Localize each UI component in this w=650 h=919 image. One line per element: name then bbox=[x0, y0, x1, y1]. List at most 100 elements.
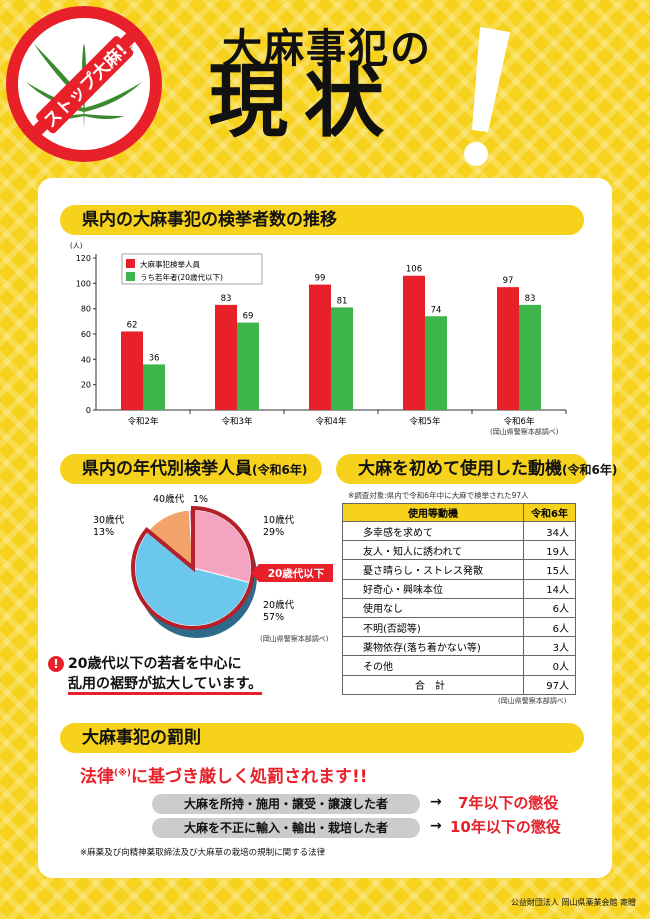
pie-pct: 57% bbox=[263, 612, 284, 623]
motive-label: 好奇心・興味本位 bbox=[342, 578, 524, 599]
table-row: 友人・知人に誘われて 19人 bbox=[342, 540, 576, 561]
bar-youth bbox=[425, 316, 447, 410]
motive-label: 薬物依存(落ち着かない等) bbox=[342, 636, 524, 657]
bar-value-label: 97 bbox=[503, 276, 514, 286]
bar-value-label: 74 bbox=[431, 305, 442, 315]
y-tick-label: 120 bbox=[76, 254, 91, 263]
legend-label: うち若年者(20歳代以下) bbox=[140, 272, 223, 282]
motive-label: 友人・知人に誘われて bbox=[342, 540, 524, 561]
bar-value-label: 81 bbox=[337, 296, 348, 306]
motive-table: 使用等動機 令和6年 多幸感を求めて 34人 友人・知人に誘われて 19人 憂さ晴らし・… bbox=[342, 503, 576, 695]
table-row: 使用なし 6人 bbox=[342, 597, 576, 618]
pie-slice bbox=[192, 509, 252, 584]
motive-count: 19人 bbox=[523, 540, 576, 561]
pie-slice bbox=[134, 530, 250, 627]
x-tick-label: 令和4年 bbox=[316, 416, 347, 427]
bar-value-label: 36 bbox=[149, 353, 160, 363]
section-title-penalties: 大麻事犯の罰則 bbox=[60, 723, 584, 753]
pie-label: 10歳代 bbox=[263, 514, 295, 526]
table-row: 憂さ晴らし・ストレス発散 15人 bbox=[342, 559, 576, 580]
bar-value-label: 83 bbox=[221, 294, 232, 304]
table-header-motive: 使用等動機 bbox=[342, 503, 524, 522]
x-tick-label: 令和5年 bbox=[410, 416, 441, 427]
pie-label: 40歳代 bbox=[153, 493, 185, 505]
bar-youth bbox=[331, 307, 353, 410]
bar-value-label: 99 bbox=[315, 274, 326, 284]
pie-chart-source: (岡山県警察本部調べ) bbox=[260, 635, 329, 643]
survey-note: ※調査対象:県内で令和6年中に大麻で検挙された97人 bbox=[348, 491, 529, 500]
table-row: 好奇心・興味本位 14人 bbox=[342, 578, 576, 599]
bar-total bbox=[309, 284, 331, 410]
motive-count: 6人 bbox=[523, 616, 576, 638]
total-value: 97人 bbox=[523, 674, 576, 695]
x-tick-label: 令和3年 bbox=[222, 416, 253, 427]
table-header-year: 令和6年 bbox=[523, 503, 576, 522]
pie-label: 20歳代 bbox=[263, 599, 295, 611]
legend-swatch bbox=[126, 272, 135, 281]
table-header-row: 使用等動機 令和6年 bbox=[342, 503, 576, 522]
y-tick-label: 60 bbox=[81, 330, 91, 339]
stop-cannabis-badge: ストップ大麻! bbox=[6, 6, 162, 162]
bar-value-label: 69 bbox=[243, 312, 254, 322]
legend-swatch bbox=[126, 259, 135, 268]
section-title-first-use-motive: 大麻を初めて使用した動機(令和6年) bbox=[336, 454, 617, 484]
callout-line1: 20歳代以下の若者を中心に bbox=[68, 656, 242, 672]
penalty-act-1: 大麻を所持・施用・譲受・譲渡した者 bbox=[152, 794, 420, 814]
highlight-tag bbox=[259, 564, 333, 582]
motive-label: その他 bbox=[342, 655, 524, 676]
motive-count: 34人 bbox=[523, 520, 576, 542]
bar-youth bbox=[143, 364, 165, 410]
y-tick-label: 0 bbox=[86, 406, 91, 415]
motive-count: 6人 bbox=[523, 597, 576, 618]
page-title-small: 大麻事犯の bbox=[222, 26, 432, 72]
y-tick-label: 40 bbox=[81, 355, 91, 364]
motive-count: 3人 bbox=[523, 636, 576, 657]
pie-pct: 1% bbox=[193, 494, 208, 505]
section2-title-sub: (令和6年) bbox=[252, 463, 308, 477]
header: ストップ大麻! 大麻事犯の 現状 bbox=[0, 0, 650, 175]
page-title-big: 現状 bbox=[208, 55, 400, 148]
bar-chart-source: (岡山県警察本部調べ) bbox=[490, 428, 559, 436]
pie-highlight-outline bbox=[131, 505, 255, 630]
y-tick-label: 80 bbox=[81, 305, 91, 314]
bar-youth bbox=[519, 304, 541, 410]
bar-value-label: 83 bbox=[525, 294, 536, 304]
pie-pct: 29% bbox=[263, 527, 284, 538]
credit-text: 公益財団法人 岡山県薬業会館 寄贈 bbox=[510, 898, 636, 907]
motive-label: 多幸感を求めて bbox=[342, 520, 524, 542]
law-prefix: 法律 bbox=[80, 767, 114, 787]
bar-total bbox=[215, 304, 237, 410]
pie-pct: 13% bbox=[93, 527, 114, 538]
section-title-arrests-trend: 県内の大麻事犯の検挙者数の推移 bbox=[60, 205, 584, 235]
law-suffix: に基づき厳しく処罰されます!! bbox=[130, 767, 368, 787]
bar-value-label: 62 bbox=[127, 320, 138, 330]
section3-title-sub: (令和6年) bbox=[562, 463, 618, 477]
law-footnote: ※麻薬及び向精神薬取締法及び大麻草の栽培の規制に関する法律 bbox=[80, 848, 326, 858]
table-row: 不明(否認等) 6人 bbox=[342, 616, 576, 638]
bar-total bbox=[403, 275, 425, 410]
bar-total bbox=[497, 287, 519, 410]
bar-youth bbox=[237, 322, 259, 410]
exclamation-icon bbox=[464, 27, 510, 166]
motive-label: 不明(否認等) bbox=[342, 616, 524, 638]
y-tick-label: 100 bbox=[76, 279, 91, 288]
legend-label: 大麻事犯検挙人員 bbox=[140, 259, 200, 269]
penalty-act-2: 大麻を不正に輸入・輸出・栽培した者 bbox=[152, 818, 420, 838]
arrow-icon: → bbox=[430, 818, 442, 834]
table-source: (岡山県警察本部調べ) bbox=[498, 697, 567, 705]
law-statement: 法律(※)に基づき厳しく処罰されます!! bbox=[80, 762, 368, 787]
motive-count: 0人 bbox=[523, 655, 576, 676]
callout-message: ! 20歳代以下の若者を中心に 乱用の裾野が拡大しています。 bbox=[48, 654, 263, 695]
arrow-icon: → bbox=[430, 794, 442, 810]
y-axis-label: (人) bbox=[70, 242, 83, 250]
table-row: 薬物依存(落ち着かない等) 3人 bbox=[342, 636, 576, 657]
x-tick-label: 令和2年 bbox=[128, 416, 159, 427]
section2-title: 県内の年代別検挙人員 bbox=[82, 459, 252, 479]
bar-value-label: 106 bbox=[406, 265, 422, 275]
motive-label: 憂さ晴らし・ストレス発散 bbox=[342, 559, 524, 580]
bar-total bbox=[121, 331, 143, 410]
motive-count: 14人 bbox=[523, 578, 576, 599]
section3-title: 大麻を初めて使用した動機 bbox=[358, 459, 562, 479]
motive-label: 使用なし bbox=[342, 597, 524, 618]
